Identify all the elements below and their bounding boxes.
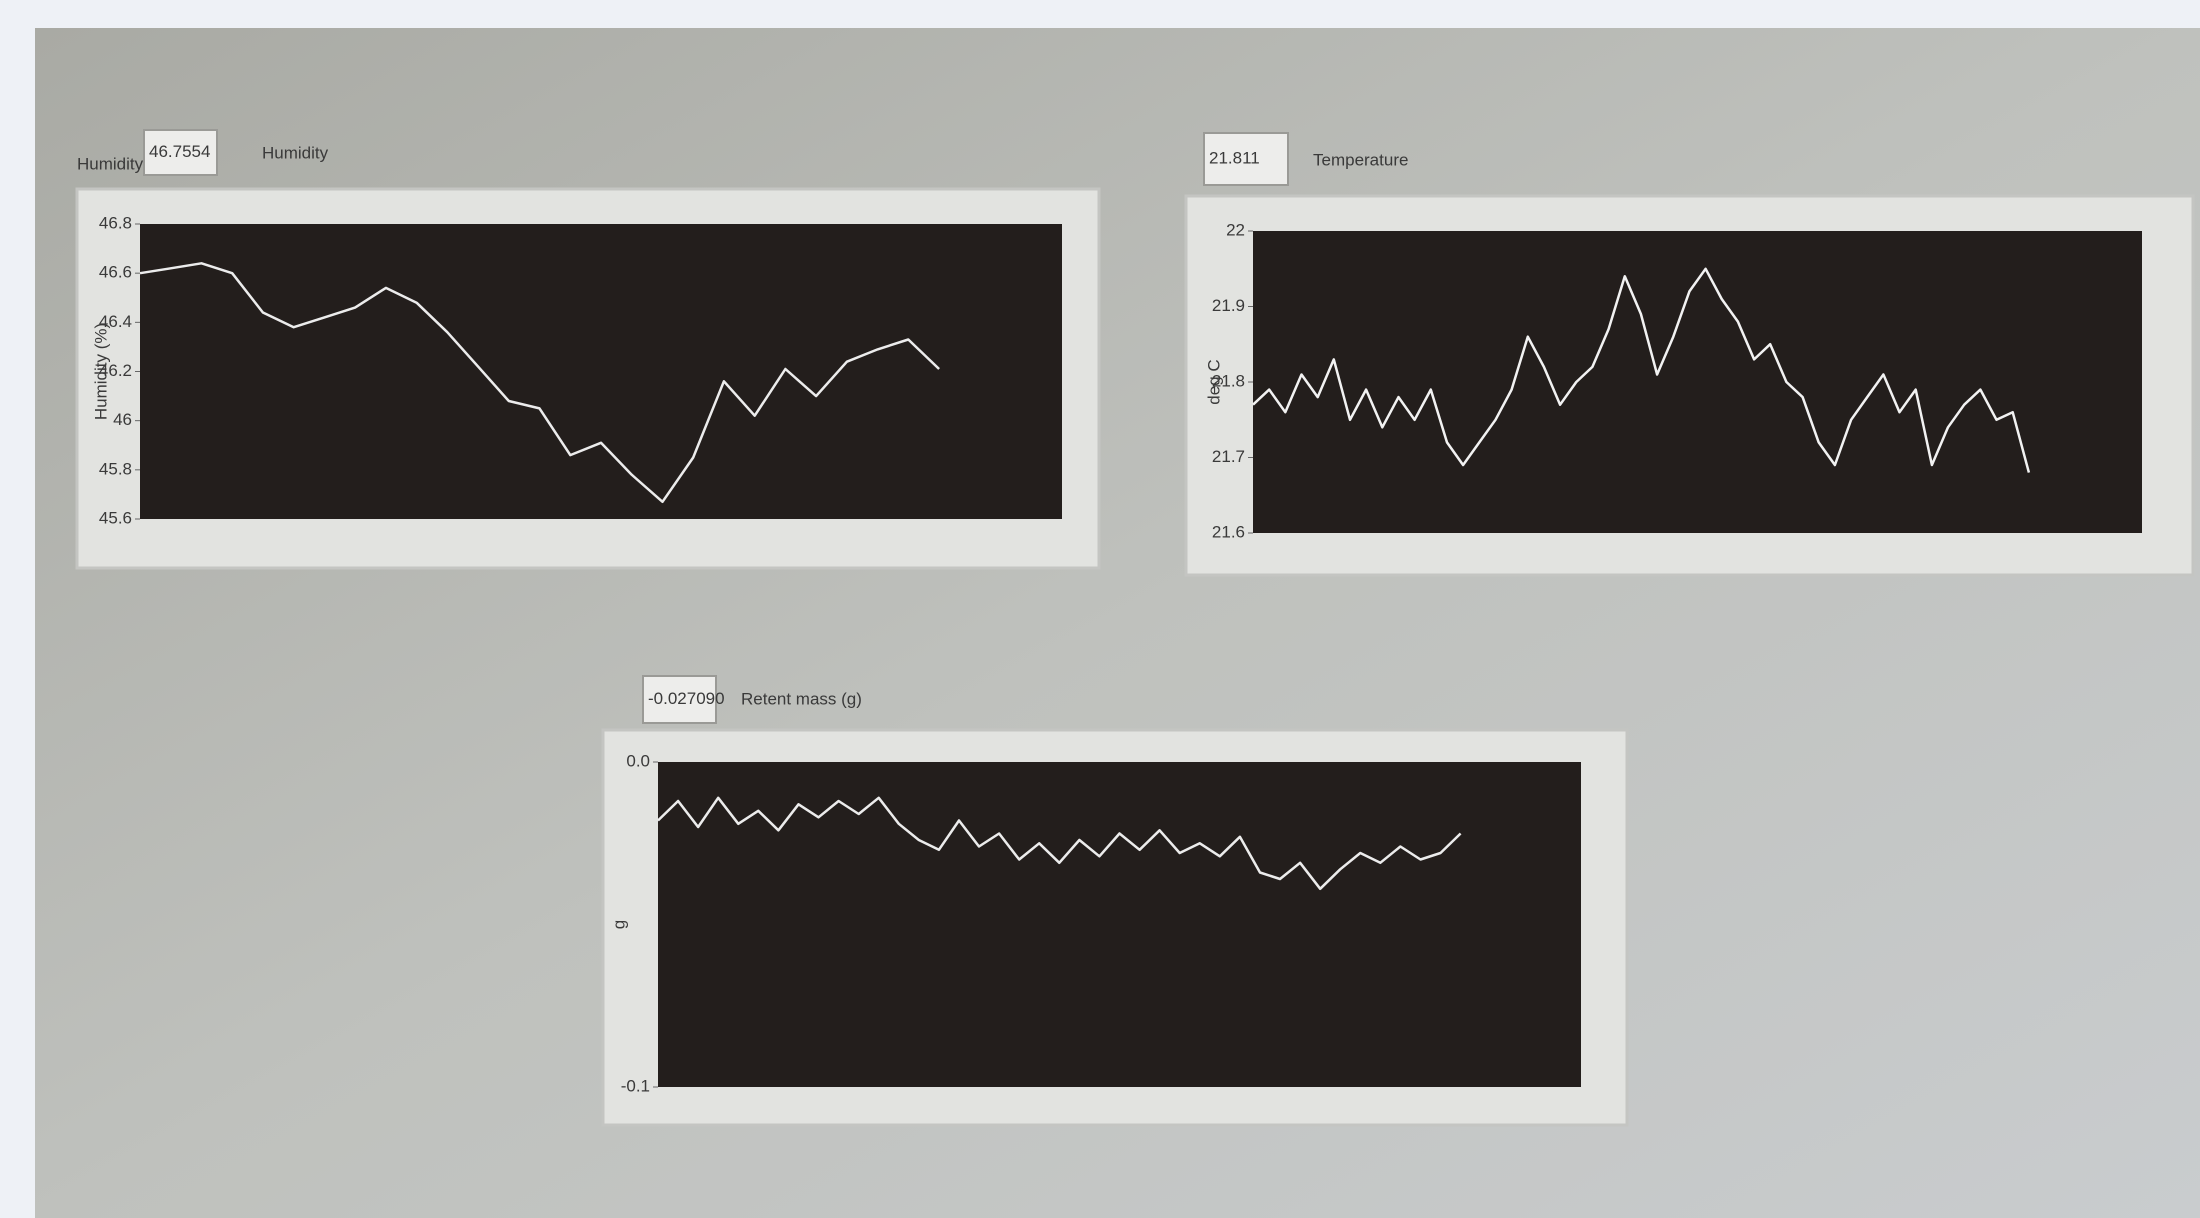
y-tick-label: 21.8 <box>1212 371 1245 390</box>
y-tick-label: 46.8 <box>99 213 132 232</box>
indicator-value: 46.7554 <box>149 142 210 161</box>
indicator-value: 21.811 <box>1209 148 1260 167</box>
indicator-label: Humidity <box>77 154 144 173</box>
page: Humidity46.7554HumidityHumidity (%)46.84… <box>0 0 2200 1218</box>
y-tick-label: 46.4 <box>99 312 132 331</box>
y-tick-label: 21.7 <box>1212 447 1245 466</box>
y-tick-label: 0.0 <box>626 751 650 770</box>
y-tick-label: 46.6 <box>99 263 132 282</box>
chart-title: Retent mass (g) <box>741 689 862 708</box>
plot-area <box>140 224 1062 519</box>
y-axis-label: g <box>609 920 628 929</box>
y-tick-label: -0.1 <box>621 1076 650 1095</box>
indicator-value: -0.027090 <box>648 689 725 708</box>
y-tick-label: 45.6 <box>99 508 132 527</box>
y-tick-label: 22 <box>1226 220 1245 239</box>
y-tick-label: 21.9 <box>1212 296 1245 315</box>
y-tick-label: 21.6 <box>1212 522 1245 541</box>
plot-area <box>658 762 1581 1087</box>
y-tick-label: 46.2 <box>99 361 132 380</box>
chart-title: Humidity <box>262 143 329 162</box>
y-tick-label: 45.8 <box>99 459 132 478</box>
chart-title: Temperature <box>1313 150 1408 169</box>
screen: Humidity46.7554HumidityHumidity (%)46.84… <box>0 0 2200 1218</box>
y-tick-label: 46 <box>113 410 132 429</box>
plot-area <box>1253 231 2142 533</box>
